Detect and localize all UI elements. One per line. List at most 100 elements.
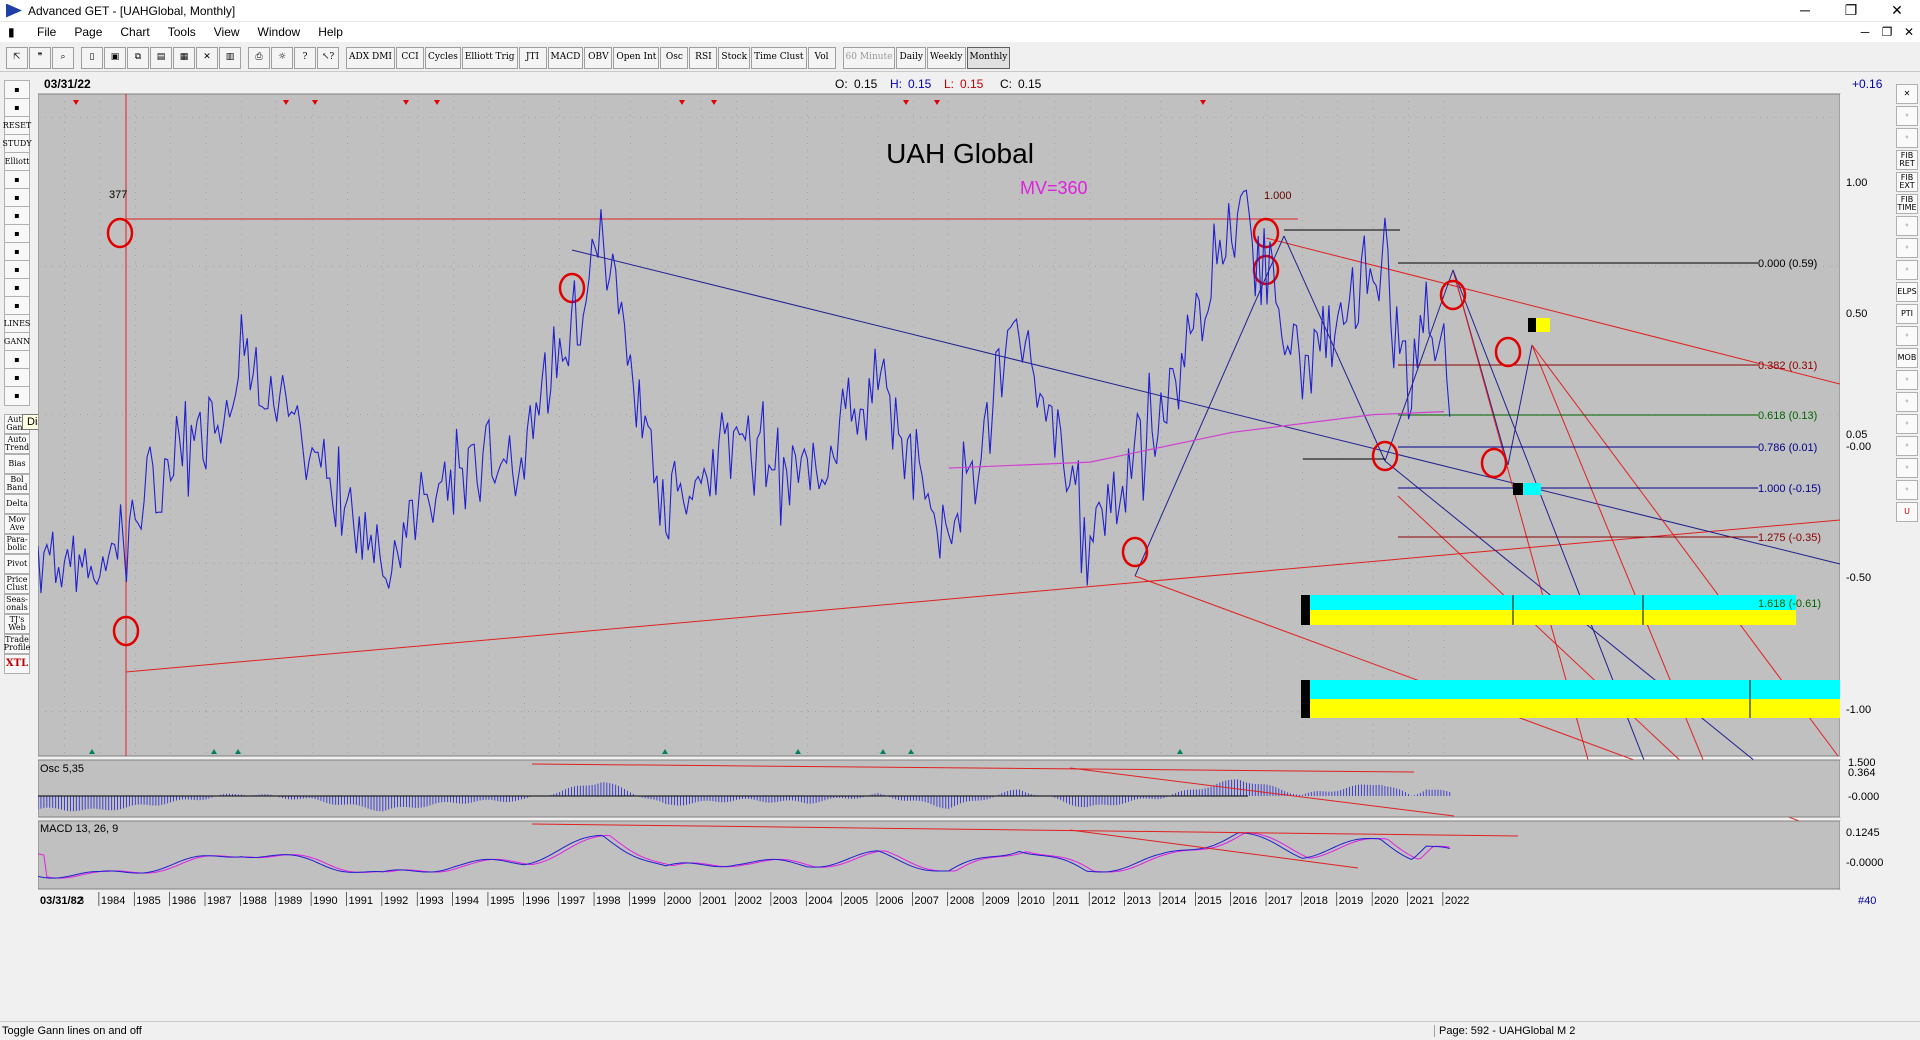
left-tool-icon-16[interactable]: ▪ bbox=[4, 368, 30, 388]
right-tool-icon-7[interactable]: ◦ bbox=[1896, 238, 1918, 258]
right-tool-icon-2[interactable]: ◦ bbox=[1896, 128, 1918, 148]
left-tool-tj-s-web[interactable]: TJ's Web bbox=[4, 614, 30, 634]
save-icon[interactable]: ▣ bbox=[104, 46, 126, 69]
pivot-circle[interactable] bbox=[106, 217, 134, 249]
menu-file[interactable]: File bbox=[37, 25, 57, 39]
pivot-circle[interactable] bbox=[1439, 279, 1467, 311]
minimize-button[interactable]: ─ bbox=[1800, 2, 1810, 18]
left-tool-icon-6[interactable]: ▪ bbox=[4, 188, 30, 208]
document-icon[interactable]: ▮ bbox=[8, 25, 15, 39]
right-tool-icon-8[interactable]: ◦ bbox=[1896, 260, 1918, 280]
right-tool-fib-ext[interactable]: FIB EXT bbox=[1896, 172, 1918, 192]
pivot-circle[interactable] bbox=[1480, 447, 1508, 479]
study-time-clust-button[interactable]: Time Clust bbox=[751, 46, 807, 69]
paste-icon[interactable]: ▤ bbox=[150, 46, 172, 69]
context-help-icon[interactable]: ↖? bbox=[317, 46, 339, 69]
mdi-restore-button[interactable]: ❐ bbox=[1881, 25, 1893, 39]
menu-chart[interactable]: Chart bbox=[120, 25, 150, 39]
right-tool--[interactable]: ✕ bbox=[1896, 84, 1918, 104]
left-tool-icon-1[interactable]: ▪ bbox=[4, 98, 30, 118]
right-tool-mob[interactable]: MOB bbox=[1896, 348, 1918, 368]
left-tool-trade-profile[interactable]: Trade Profile bbox=[3, 634, 31, 654]
help-icon[interactable]: ? bbox=[294, 46, 316, 69]
right-tool-icon-16[interactable]: ◦ bbox=[1896, 436, 1918, 456]
right-tool-icon-14[interactable]: ◦ bbox=[1896, 392, 1918, 412]
left-tool-icon-7[interactable]: ▪ bbox=[4, 206, 30, 226]
right-tool-icon-11[interactable]: ◦ bbox=[1896, 326, 1918, 346]
study-rsi-button[interactable]: RSI bbox=[689, 46, 718, 69]
left-tool-mov-ave[interactable]: Mov Ave bbox=[4, 514, 30, 534]
right-tool-u[interactable]: U bbox=[1896, 502, 1918, 522]
left-tool-auto-trend[interactable]: Auto Trend bbox=[4, 434, 30, 454]
menu-view[interactable]: View bbox=[213, 25, 240, 39]
left-tool-delta[interactable]: Delta bbox=[4, 494, 30, 514]
study-adx-dmi-button[interactable]: ADX DMI bbox=[346, 46, 395, 69]
new-page-icon[interactable]: ▯ bbox=[81, 46, 103, 69]
left-tool-icon-12[interactable]: ▪ bbox=[4, 296, 30, 316]
menu-help[interactable]: Help bbox=[318, 25, 343, 39]
menu-tools[interactable]: Tools bbox=[167, 25, 196, 39]
print-icon[interactable]: ⎙ bbox=[248, 46, 270, 69]
study-obv-button[interactable]: OBV bbox=[584, 46, 613, 69]
study-osc-button[interactable]: Osc bbox=[660, 46, 689, 69]
right-tool-fib-ret[interactable]: FIB RET bbox=[1896, 150, 1918, 170]
left-tool-seas-onals[interactable]: Seas- onals bbox=[4, 594, 30, 614]
layout-icon[interactable]: ▥ bbox=[219, 46, 241, 69]
left-tool-icon-11[interactable]: ▪ bbox=[4, 278, 30, 298]
left-tool-xtl[interactable]: XTL bbox=[4, 654, 30, 674]
period-daily-button[interactable]: Daily bbox=[896, 46, 926, 69]
magnify-icon[interactable]: ⌕ bbox=[52, 46, 74, 69]
bulb-icon[interactable]: ☼ bbox=[271, 46, 293, 69]
left-tool-para-bolic[interactable]: Para- bolic bbox=[4, 534, 30, 554]
pivot-circle[interactable] bbox=[1121, 536, 1149, 568]
right-tool-fib-time[interactable]: FIB TIME bbox=[1896, 194, 1918, 214]
cross-icon[interactable]: ✕ bbox=[196, 46, 218, 69]
right-tool-icon-1[interactable]: ◦ bbox=[1896, 106, 1918, 126]
left-tool-reset[interactable]: RESET bbox=[3, 116, 31, 136]
mdi-minimize-button[interactable]: ─ bbox=[1860, 25, 1870, 39]
right-tool-icon-15[interactable]: ◦ bbox=[1896, 414, 1918, 434]
quote-icon[interactable]: ❞ bbox=[29, 46, 51, 69]
left-tool-gann[interactable]: GANN bbox=[4, 332, 30, 352]
left-tool-bol-band[interactable]: Bol Band bbox=[4, 474, 30, 494]
grid-icon[interactable]: ▦ bbox=[173, 46, 195, 69]
period-60-minute-button[interactable]: 60 Minute bbox=[842, 46, 896, 69]
study-elliott-trig-button[interactable]: Elliott Trig bbox=[461, 46, 518, 69]
left-tool-icon-9[interactable]: ▪ bbox=[4, 242, 30, 262]
left-tool-icon-17[interactable]: ▪ bbox=[4, 386, 30, 406]
chart-area[interactable]: 03/31/22 O: 0.15 H: 0.15 L: 0.15 C: 0.15… bbox=[37, 76, 1890, 1020]
left-tool-icon-15[interactable]: ▪ bbox=[4, 350, 30, 370]
right-tool-icon-18[interactable]: ◦ bbox=[1896, 480, 1918, 500]
right-tool-icon-17[interactable]: ◦ bbox=[1896, 458, 1918, 478]
left-tool-price-clust[interactable]: Price Clust bbox=[4, 574, 30, 594]
study-cycles-button[interactable]: Cycles bbox=[424, 46, 461, 69]
left-tool-elliott[interactable]: Elliott bbox=[4, 152, 30, 172]
right-tool-elps[interactable]: ELPS bbox=[1896, 282, 1918, 302]
left-tool-icon-8[interactable]: ▪ bbox=[4, 224, 30, 244]
menu-page[interactable]: Page bbox=[74, 25, 103, 39]
study-cci-button[interactable]: CCI bbox=[395, 46, 424, 69]
study-vol-button[interactable]: Vol bbox=[807, 46, 836, 69]
pivot-circle[interactable] bbox=[112, 615, 140, 647]
copy-icon[interactable]: ⧉ bbox=[127, 46, 149, 69]
menu-window[interactable]: Window bbox=[257, 25, 301, 39]
left-tool-icon-5[interactable]: ▪ bbox=[4, 170, 30, 190]
left-tool-icon-10[interactable]: ▪ bbox=[4, 260, 30, 280]
pivot-circle[interactable] bbox=[1371, 440, 1399, 472]
left-tool-bias[interactable]: Bias bbox=[4, 454, 30, 474]
maximize-button[interactable]: ❐ bbox=[1844, 2, 1858, 18]
pivot-circle[interactable] bbox=[1252, 217, 1280, 249]
cursor-tool-icon[interactable]: ⇱ bbox=[6, 46, 28, 69]
period-monthly-button[interactable]: Monthly bbox=[966, 46, 1011, 69]
left-tool-icon-0[interactable]: ▪ bbox=[4, 80, 30, 100]
right-tool-pti[interactable]: PTI bbox=[1896, 304, 1918, 324]
close-button[interactable]: ✕ bbox=[1891, 2, 1903, 18]
mdi-close-button[interactable]: ✕ bbox=[1903, 25, 1915, 39]
right-tool-icon-6[interactable]: ◦ bbox=[1896, 216, 1918, 236]
left-tool-lines[interactable]: LINES bbox=[4, 314, 30, 334]
right-tool-icon-13[interactable]: ◦ bbox=[1896, 370, 1918, 390]
pivot-circle[interactable] bbox=[1494, 336, 1522, 368]
study-stock-button[interactable]: Stock bbox=[718, 46, 751, 69]
period-weekly-button[interactable]: Weekly bbox=[926, 46, 966, 69]
study-macd-button[interactable]: MACD bbox=[547, 46, 584, 69]
